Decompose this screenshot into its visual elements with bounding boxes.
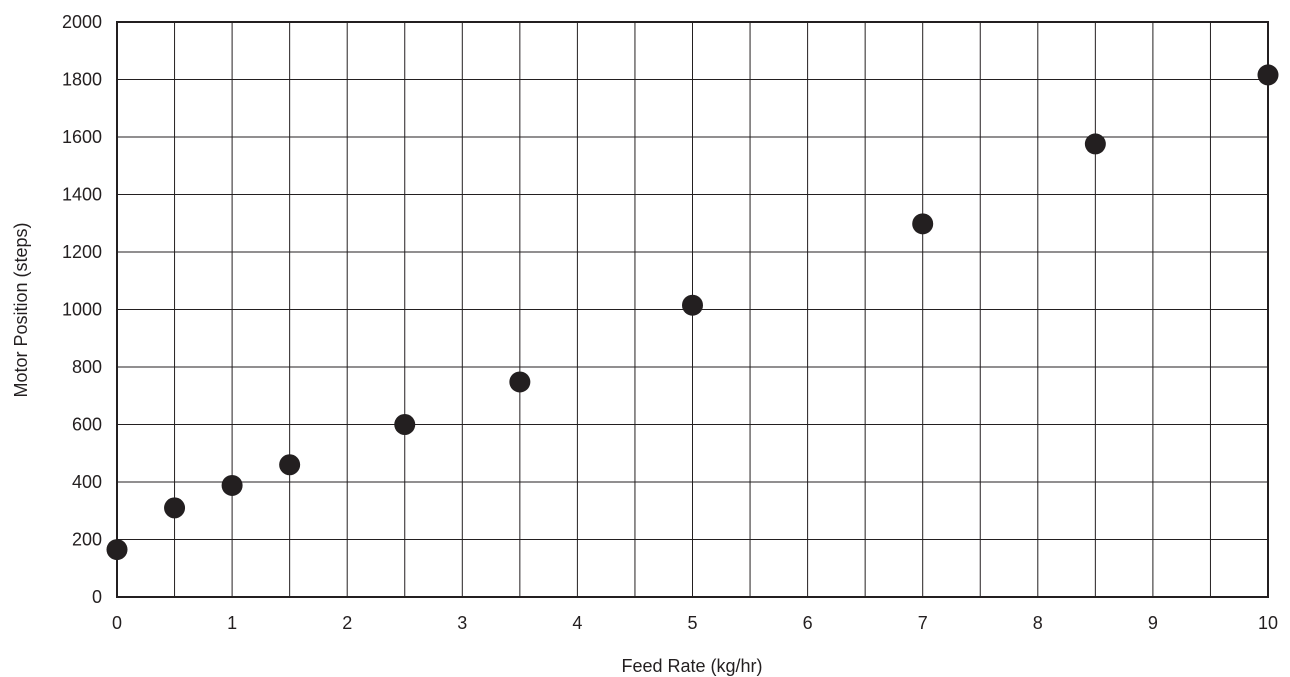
x-tick-label: 4 bbox=[572, 613, 582, 633]
y-tick-label: 1000 bbox=[62, 300, 102, 320]
data-point bbox=[394, 414, 416, 435]
x-tick-label: 1 bbox=[227, 613, 237, 633]
y-tick-label: 0 bbox=[92, 587, 102, 607]
tick-labels: 0 1 2 3 4 5 6 7 8 9 10 0 200 400 600 800 1000 1200 1400 160… bbox=[62, 12, 1278, 633]
data-point bbox=[279, 454, 301, 476]
y-tick-label: 2000 bbox=[62, 12, 102, 32]
data-point bbox=[1257, 64, 1279, 86]
y-tick-label: 1800 bbox=[62, 70, 102, 90]
x-tick-label: 5 bbox=[687, 613, 697, 633]
x-tick-label: 6 bbox=[803, 613, 813, 633]
y-tick-label: 200 bbox=[72, 530, 102, 550]
data-point bbox=[221, 474, 243, 496]
y-tick-label: 1600 bbox=[62, 127, 102, 147]
data-points bbox=[106, 64, 1279, 561]
x-tick-label: 2 bbox=[342, 613, 352, 633]
data-point bbox=[509, 371, 531, 393]
x-axis-title: Feed Rate (kg/hr) bbox=[621, 656, 762, 676]
y-tick-label: 600 bbox=[72, 415, 102, 435]
data-point bbox=[106, 539, 128, 561]
x-tick-label: 9 bbox=[1148, 613, 1158, 633]
data-point bbox=[912, 213, 934, 235]
x-tick-label: 0 bbox=[112, 613, 122, 633]
data-point bbox=[164, 497, 186, 519]
data-point bbox=[682, 294, 703, 316]
x-tick-label: 3 bbox=[457, 613, 467, 633]
x-tick-label: 7 bbox=[918, 613, 928, 633]
plot-frame bbox=[116, 21, 1269, 598]
x-tick-label: 10 bbox=[1258, 613, 1278, 633]
y-axis-title: Motor Position (steps) bbox=[11, 222, 31, 397]
y-tick-label: 1200 bbox=[62, 242, 102, 262]
data-point bbox=[1084, 133, 1106, 155]
y-tick-label: 1400 bbox=[62, 185, 102, 205]
y-tick-label: 400 bbox=[72, 472, 102, 492]
x-tick-label: 8 bbox=[1033, 613, 1043, 633]
y-tick-label: 800 bbox=[72, 357, 102, 377]
